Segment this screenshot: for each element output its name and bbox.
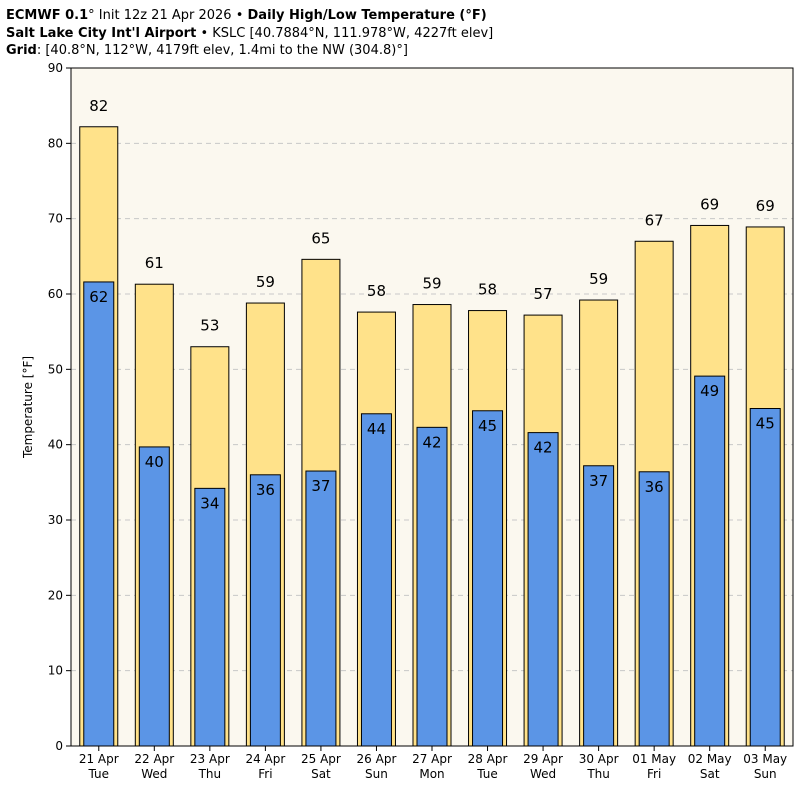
x-tick-day: Fri (258, 767, 272, 781)
low-temp-label: 42 (422, 433, 441, 451)
y-tick-label: 40 (48, 438, 63, 452)
y-tick-label: 70 (48, 212, 63, 226)
x-tick-date: 28 Apr (468, 752, 508, 766)
x-tick-day: Wed (530, 767, 556, 781)
low-temp-bar (138, 446, 170, 747)
x-tick-date: 26 Apr (357, 752, 397, 766)
grid-info: : [40.8°N, 112°W, 4179ft elev, 1.4mi to … (36, 43, 408, 58)
x-tick-day: Wed (141, 767, 167, 781)
low-temp-bar (472, 410, 504, 747)
y-tick-label: 10 (48, 664, 63, 678)
high-temp-label: 61 (145, 254, 164, 272)
y-tick-label: 0 (55, 739, 63, 753)
x-tick-date: 25 Apr (301, 752, 341, 766)
x-tick-day: Tue (476, 767, 498, 781)
station-separator: • (200, 26, 209, 41)
station-info: KSLC [40.7884°N, 111.978°W, 4227ft elev] (212, 26, 494, 41)
low-temp-label: 36 (256, 481, 275, 499)
low-temp-label: 36 (645, 478, 664, 496)
low-temp-bar (249, 474, 281, 747)
high-temp-label: 57 (534, 285, 553, 303)
low-temp-label: 45 (756, 415, 775, 433)
model-name: ECMWF 0.1 (6, 8, 89, 23)
x-tick-date: 27 Apr (412, 752, 452, 766)
low-temp-bar (83, 281, 115, 747)
y-tick-label: 20 (48, 588, 63, 602)
chart-header-line-3: Grid: [40.8°N, 112°W, 4179ft elev, 1.4mi… (6, 42, 408, 59)
x-tick-date: 29 Apr (523, 752, 563, 766)
x-tick-day: Sat (700, 767, 720, 781)
y-tick-label: 50 (48, 362, 63, 376)
low-temp-label: 40 (145, 453, 164, 471)
chart-header-line-1: ECMWF 0.1° Init 12z 21 Apr 2026 • Daily … (6, 7, 487, 24)
low-temp-label: 34 (200, 494, 219, 512)
high-temp-label: 82 (89, 97, 108, 115)
low-temp-label: 37 (589, 472, 608, 490)
low-temp-label: 62 (89, 288, 108, 306)
x-tick-day: Sun (365, 767, 388, 781)
x-tick-day: Tue (88, 767, 110, 781)
grid-label: Grid (6, 43, 37, 58)
chart-header-line-2: Salt Lake City Int'l Airport • KSLC [40.… (6, 25, 493, 42)
low-temp-label: 37 (311, 477, 330, 495)
chart-title: Daily High/Low Temperature (°F) (247, 8, 487, 23)
high-temp-label: 59 (422, 275, 441, 293)
low-temp-bar (416, 426, 448, 747)
high-temp-label: 58 (478, 281, 497, 299)
high-temp-label: 59 (589, 270, 608, 288)
low-temp-label: 42 (534, 439, 553, 457)
y-tick-label: 30 (48, 513, 63, 527)
low-temp-bar (583, 465, 615, 747)
low-temp-bar (194, 487, 226, 747)
x-tick-day: Sat (311, 767, 331, 781)
low-temp-bar (305, 470, 337, 747)
low-temp-bar (694, 375, 726, 747)
low-temp-label: 49 (700, 382, 719, 400)
x-tick-date: 23 Apr (190, 752, 230, 766)
x-tick-date: 21 Apr (79, 752, 119, 766)
plot-frame (70, 67, 794, 747)
y-tick-label: 80 (48, 136, 63, 150)
low-temp-bar (749, 408, 781, 747)
x-tick-date: 24 Apr (245, 752, 285, 766)
y-tick-label: 90 (48, 61, 63, 75)
bars: 82 62 61 40 53 34 59 36 65 37 58 44 59 42 58 45 57 42 59 37… (79, 97, 785, 747)
high-temp-label: 65 (311, 229, 330, 247)
high-temp-label: 69 (700, 195, 719, 213)
low-temp-label: 45 (478, 417, 497, 435)
high-temp-label: 53 (200, 317, 219, 335)
x-tick-date: 22 Apr (134, 752, 174, 766)
high-temp-label: 69 (756, 197, 775, 215)
x-tick-day: Thu (586, 767, 610, 781)
x-tick-date: 02 May (688, 752, 732, 766)
x-tick-date: 03 May (743, 752, 787, 766)
low-temp-bar (527, 432, 559, 747)
x-tick-day: Thu (198, 767, 222, 781)
low-temp-bar (638, 471, 670, 747)
high-temp-label: 58 (367, 282, 386, 300)
low-temp-label: 44 (367, 420, 386, 438)
x-tick-date: 01 May (632, 752, 676, 766)
x-tick-day: Fri (647, 767, 661, 781)
x-tick-day: Sun (754, 767, 777, 781)
init-time: ° Init 12z 21 Apr 2026 • (88, 8, 244, 23)
y-tick-label: 60 (48, 287, 63, 301)
x-tick-date: 30 Apr (579, 752, 619, 766)
y-axis-label: Temperature [°F] (21, 356, 35, 459)
low-temp-bar (360, 413, 392, 747)
x-tick-day: Mon (419, 767, 444, 781)
high-temp-label: 67 (645, 211, 664, 229)
high-temp-label: 59 (256, 273, 275, 291)
station-name: Salt Lake City Int'l Airport (6, 26, 197, 41)
